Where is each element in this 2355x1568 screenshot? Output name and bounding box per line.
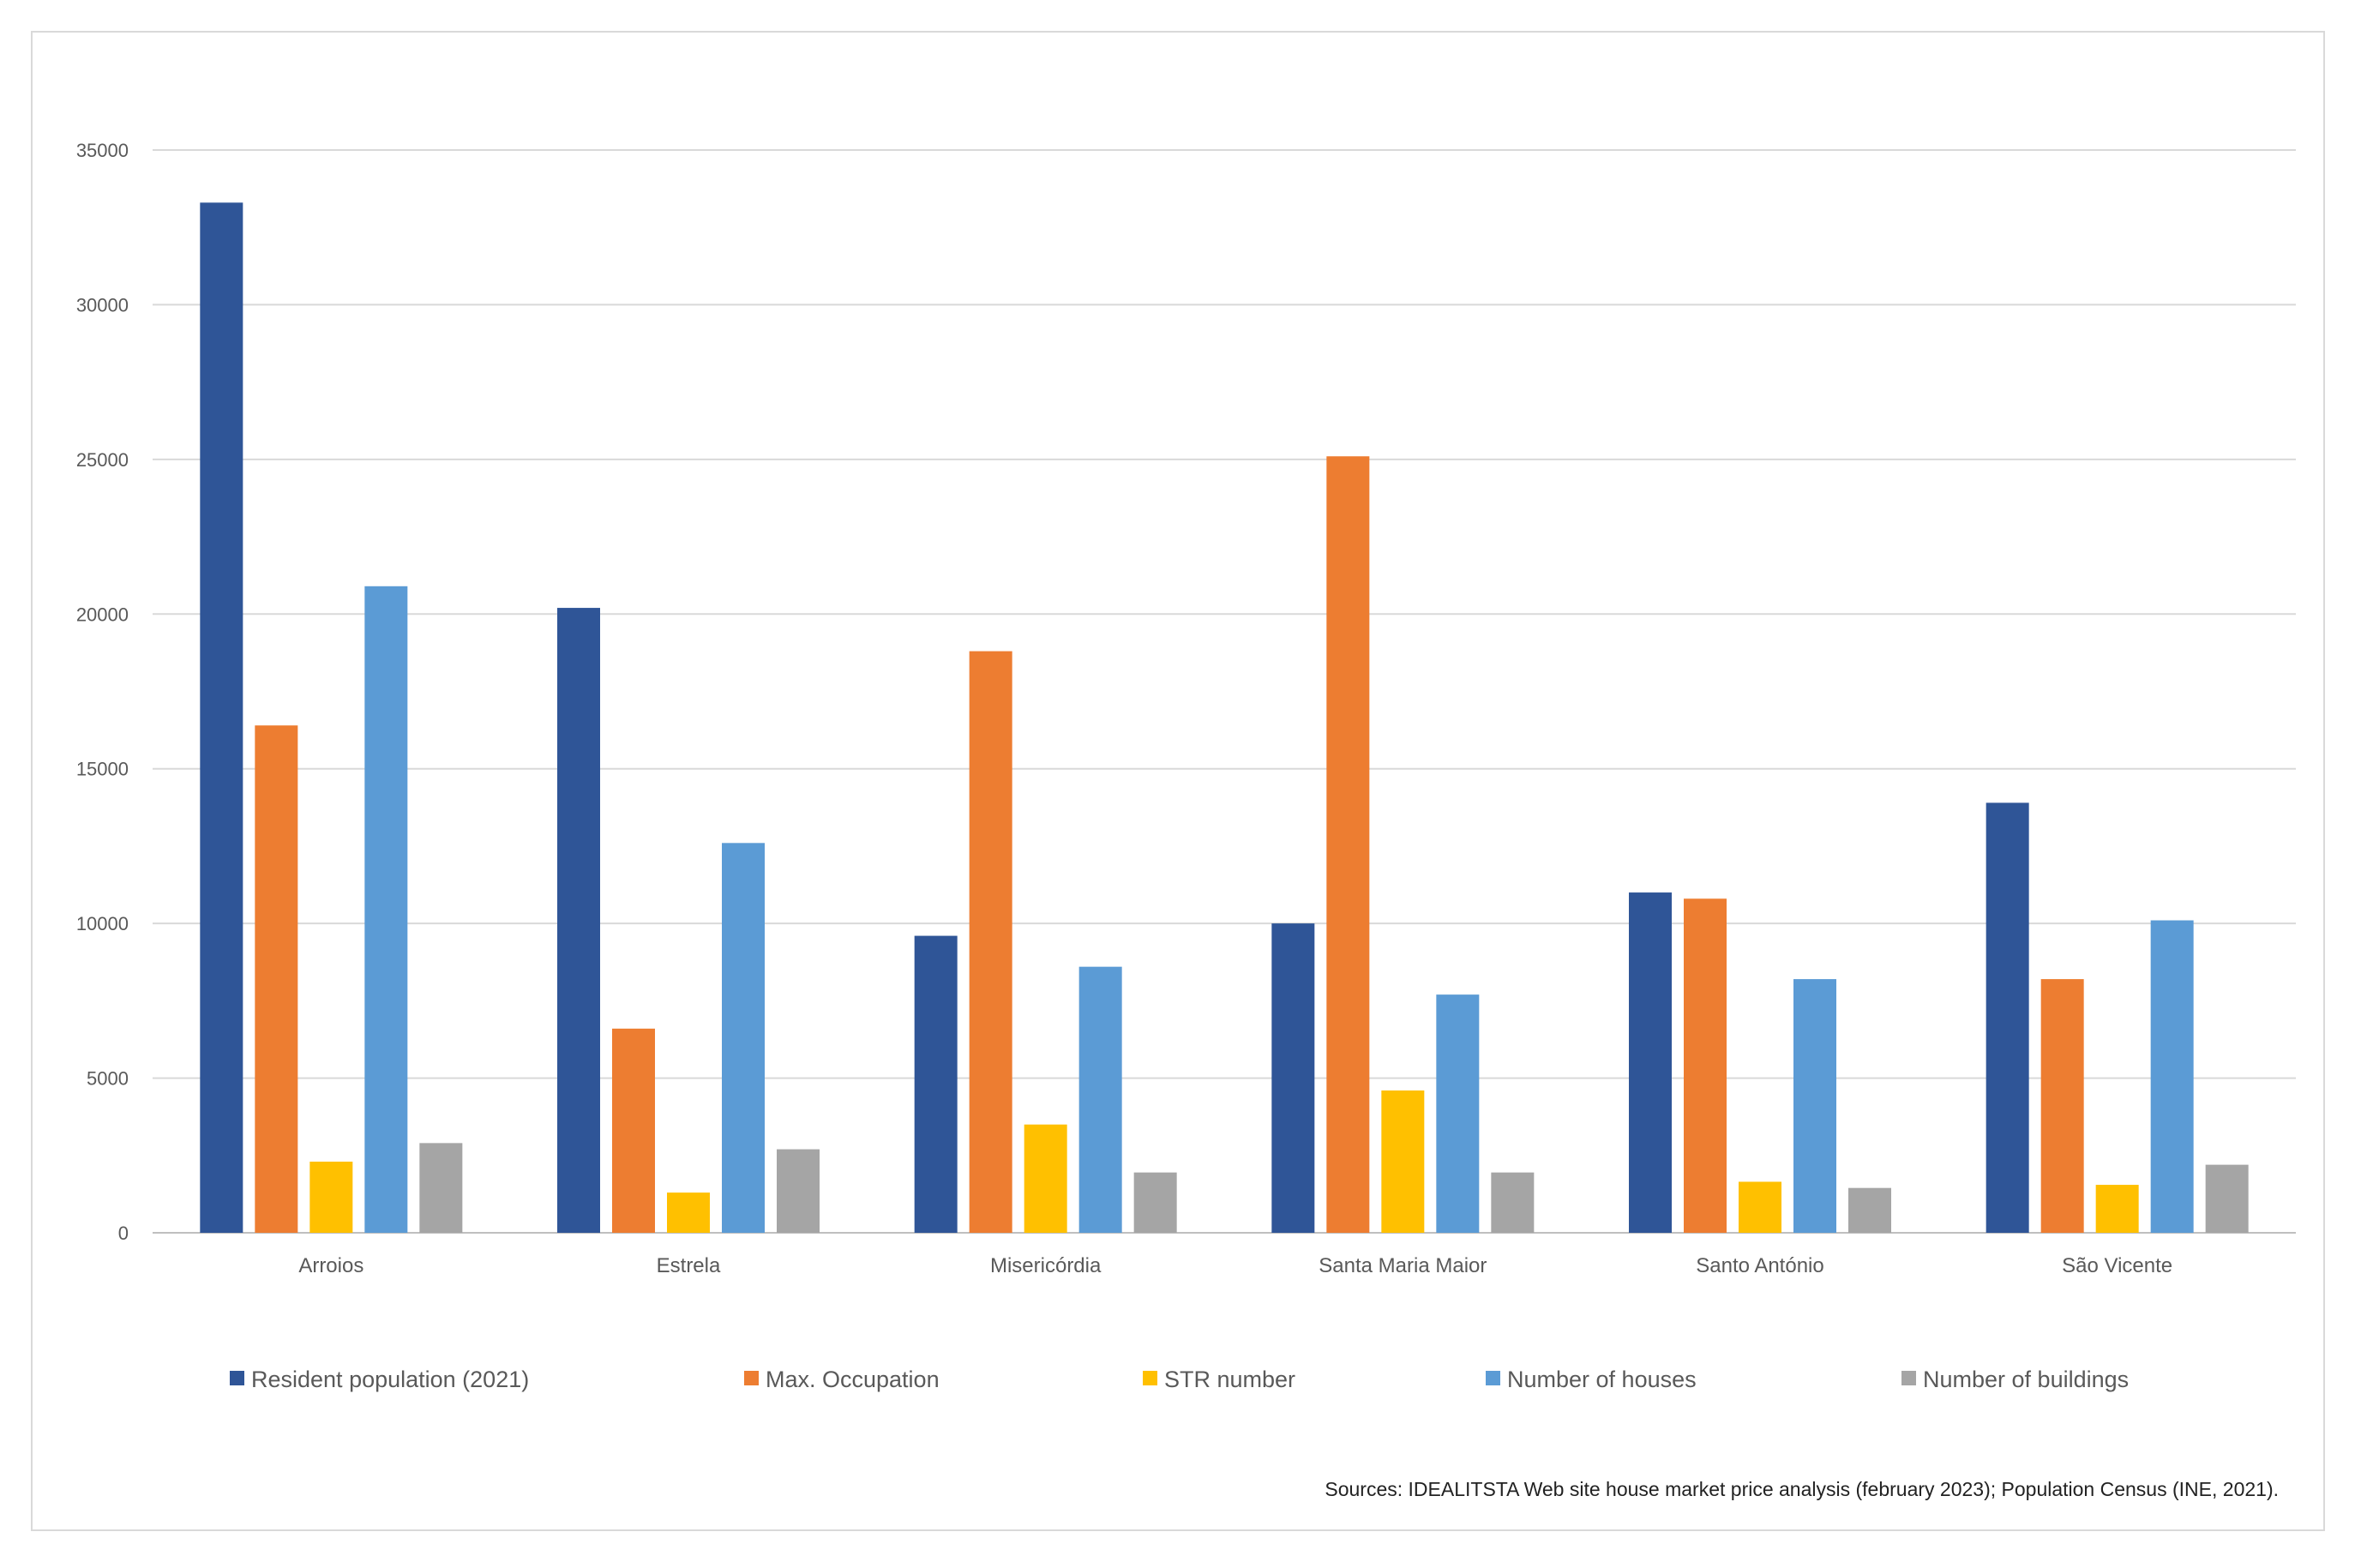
legend-swatch bbox=[744, 1371, 759, 1385]
bar-4-3 bbox=[1078, 966, 1122, 1233]
bar-2-4 bbox=[1326, 456, 1370, 1233]
legend-label: Resident population (2021) bbox=[251, 1367, 529, 1392]
bar-5-2 bbox=[777, 1149, 820, 1233]
bar-2-2 bbox=[612, 1028, 655, 1233]
y-tick-label: 35000 bbox=[76, 140, 129, 161]
bar-1-4 bbox=[1271, 923, 1315, 1233]
bar-1-3 bbox=[914, 935, 958, 1233]
bar-5-6 bbox=[2205, 1164, 2249, 1233]
bar-3-2 bbox=[667, 1193, 710, 1233]
bar-4-2 bbox=[722, 843, 765, 1233]
legend-swatch bbox=[1901, 1371, 1916, 1385]
legend-swatch bbox=[230, 1371, 244, 1385]
bar-1-6 bbox=[1986, 802, 2029, 1233]
legend-label: STR number bbox=[1164, 1367, 1295, 1392]
x-tick-label: Estrela bbox=[657, 1254, 721, 1277]
bar-4-4 bbox=[1436, 994, 1480, 1233]
bar-2-3 bbox=[969, 651, 1012, 1233]
bar-1-2 bbox=[557, 608, 600, 1233]
bar-5-4 bbox=[1491, 1172, 1535, 1233]
y-axis-ticks: 0 5000 10000 15000 20000 25000 30000 35000 bbox=[76, 140, 129, 1244]
y-tick-label: 15000 bbox=[76, 759, 129, 780]
bar-2-6 bbox=[2040, 979, 2084, 1233]
legend-item: Resident population (2021) bbox=[230, 1367, 529, 1392]
y-tick-label: 0 bbox=[118, 1223, 129, 1244]
bar-4-1 bbox=[364, 586, 408, 1233]
bar-4-5 bbox=[1793, 979, 1836, 1233]
x-axis-ticks: Arroios Estrela Misericórdia Santa Maria Ma… bbox=[298, 1254, 2172, 1277]
bar-2-1 bbox=[255, 725, 298, 1233]
legend: Resident population (2021) Max. Occupatio… bbox=[230, 1367, 2129, 1392]
bar-3-1 bbox=[309, 1162, 353, 1233]
bar-3-3 bbox=[1024, 1124, 1067, 1233]
legend-swatch bbox=[1486, 1371, 1500, 1385]
bar-3-6 bbox=[2095, 1185, 2139, 1233]
bar-2-5 bbox=[1684, 898, 1727, 1233]
legend-label: Number of buildings bbox=[1923, 1367, 2129, 1392]
x-tick-label: Santa Maria Maior bbox=[1319, 1254, 1487, 1277]
legend-label: Number of houses bbox=[1507, 1367, 1697, 1392]
y-tick-label: 20000 bbox=[76, 604, 129, 625]
bar-5-3 bbox=[1133, 1172, 1177, 1233]
x-tick-label: São Vicente bbox=[2062, 1254, 2172, 1277]
x-tick-label: Santo António bbox=[1696, 1254, 1823, 1277]
bar-chart: 0 5000 10000 15000 20000 25000 30000 35000 Arro… bbox=[76, 140, 2296, 1500]
legend-label: Max. Occupation bbox=[766, 1367, 940, 1392]
bar-4-6 bbox=[2150, 920, 2194, 1233]
x-tick-label: Misericórdia bbox=[990, 1254, 1102, 1277]
y-tick-label: 5000 bbox=[87, 1068, 129, 1090]
y-tick-label: 25000 bbox=[76, 449, 129, 471]
x-tick-label: Arroios bbox=[298, 1254, 363, 1277]
gridlines bbox=[153, 149, 2296, 1234]
bar-3-5 bbox=[1739, 1181, 1781, 1233]
bar-3-4 bbox=[1381, 1090, 1425, 1233]
y-tick-label: 10000 bbox=[76, 913, 129, 934]
bar-1-5 bbox=[1629, 892, 1672, 1233]
legend-item: STR number bbox=[1143, 1367, 1295, 1392]
chart-frame: 0 5000 10000 15000 20000 25000 30000 35000 Arro… bbox=[31, 31, 2325, 1531]
bar-1-1 bbox=[200, 202, 243, 1234]
bar-5-5 bbox=[1848, 1187, 1891, 1233]
legend-item: Number of houses bbox=[1486, 1367, 1697, 1392]
source-note: Sources: IDEALITSTA Web site house marke… bbox=[1325, 1478, 2279, 1500]
bars bbox=[200, 202, 2249, 1234]
legend-item: Max. Occupation bbox=[744, 1367, 940, 1392]
legend-swatch bbox=[1143, 1371, 1157, 1385]
y-tick-label: 30000 bbox=[76, 294, 129, 315]
bar-5-1 bbox=[419, 1143, 463, 1233]
legend-item: Number of buildings bbox=[1901, 1367, 2129, 1392]
